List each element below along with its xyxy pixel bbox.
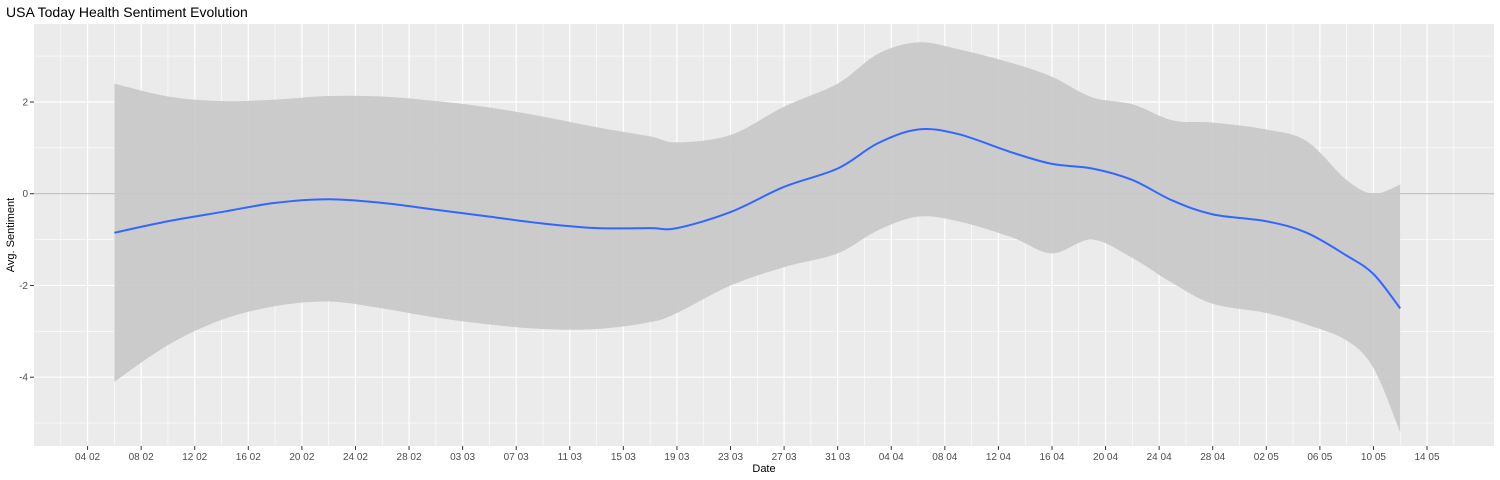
y-tick-label: -2 [19,281,28,292]
x-tick-label: 08 02 [129,452,154,463]
trend-line [114,128,1402,310]
x-tick-label: 20 02 [289,452,314,463]
chart-title: USA Today Health Sentiment Evolution [6,4,248,20]
x-tick-label: 16 04 [1039,452,1064,463]
confidence-ribbon [114,42,1401,433]
x-tick-label: 23 03 [718,452,743,463]
x-tick-label: 08 04 [932,452,957,463]
x-tick-label: 16 02 [236,452,261,463]
x-tick-label: 04 04 [879,452,904,463]
y-tick-label: 0 [22,189,28,200]
x-tick-label: 20 04 [1093,452,1118,463]
x-tick-label: 28 02 [397,452,422,463]
x-tick-label: 15 03 [611,452,636,463]
y-axis-ticks: -4 -2 0 2 [19,97,34,384]
x-tick-label: 10 05 [1361,452,1386,463]
x-tick-label: 12 02 [182,452,207,463]
y-tick-label: 2 [22,97,28,108]
x-tick-label: 24 02 [343,452,368,463]
x-tick-label: 27 03 [772,452,797,463]
y-axis-title: Avg. Sentiment [5,198,17,272]
x-tick-label: 12 04 [986,452,1011,463]
x-tick-label: 28 04 [1200,452,1225,463]
x-axis-title: Date [752,463,775,475]
y-tick-label: -4 [19,373,28,384]
x-tick-label: 03 03 [450,452,475,463]
x-tick-label: 14 05 [1415,452,1440,463]
x-tick-label: 04 02 [75,452,100,463]
x-axis-ticks: 04 02 08 02 12 02 16 02 20 02 24 02 28 02 03 03… [75,446,1440,463]
x-tick-label: 11 03 [558,452,583,463]
x-tick-label: 19 03 [664,452,689,463]
x-tick-label: 31 03 [825,452,850,463]
x-tick-label: 02 05 [1254,452,1279,463]
x-tick-label: 06 05 [1307,452,1332,463]
x-tick-label: 07 03 [504,452,529,463]
x-tick-label: 24 04 [1147,452,1172,463]
